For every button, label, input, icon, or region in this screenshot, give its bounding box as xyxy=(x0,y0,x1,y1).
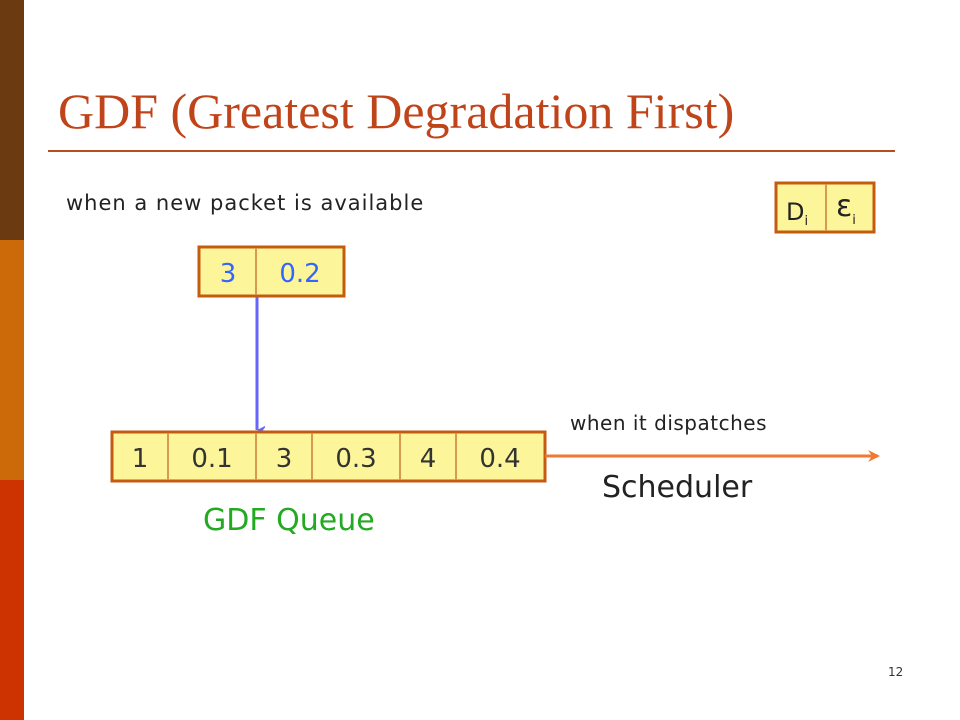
title: GDF (Greatest Degradation First) xyxy=(58,83,734,139)
new-packet: 3 0.2 xyxy=(197,245,346,298)
cell-deadline: 1 xyxy=(132,444,149,474)
cell-degradation: 0.3 xyxy=(335,444,376,474)
side-bar xyxy=(0,480,24,720)
packet-degradation: 0.2 xyxy=(279,259,320,289)
queue: 1 0.1 3 0.3 4 0.4 xyxy=(110,430,547,483)
caption: when a new packet is available xyxy=(66,191,424,215)
cell-degradation: 0.4 xyxy=(479,444,520,474)
legend: Di εi xyxy=(774,181,876,234)
queue-label: GDF Queue xyxy=(203,503,375,538)
legend-e: εi xyxy=(836,189,856,228)
cell-deadline: 4 xyxy=(420,444,437,474)
page-number: 12 xyxy=(888,665,903,679)
packet-deadline: 3 xyxy=(220,259,237,289)
cell-deadline: 3 xyxy=(276,444,293,474)
side-bar xyxy=(0,240,24,480)
cell-degradation: 0.1 xyxy=(191,444,232,474)
legend-d: Di xyxy=(786,198,808,229)
packet-box xyxy=(197,245,346,298)
caption: when it dispatches xyxy=(570,411,767,435)
scheduler-label: Scheduler xyxy=(602,470,753,505)
side-bar xyxy=(0,0,24,240)
